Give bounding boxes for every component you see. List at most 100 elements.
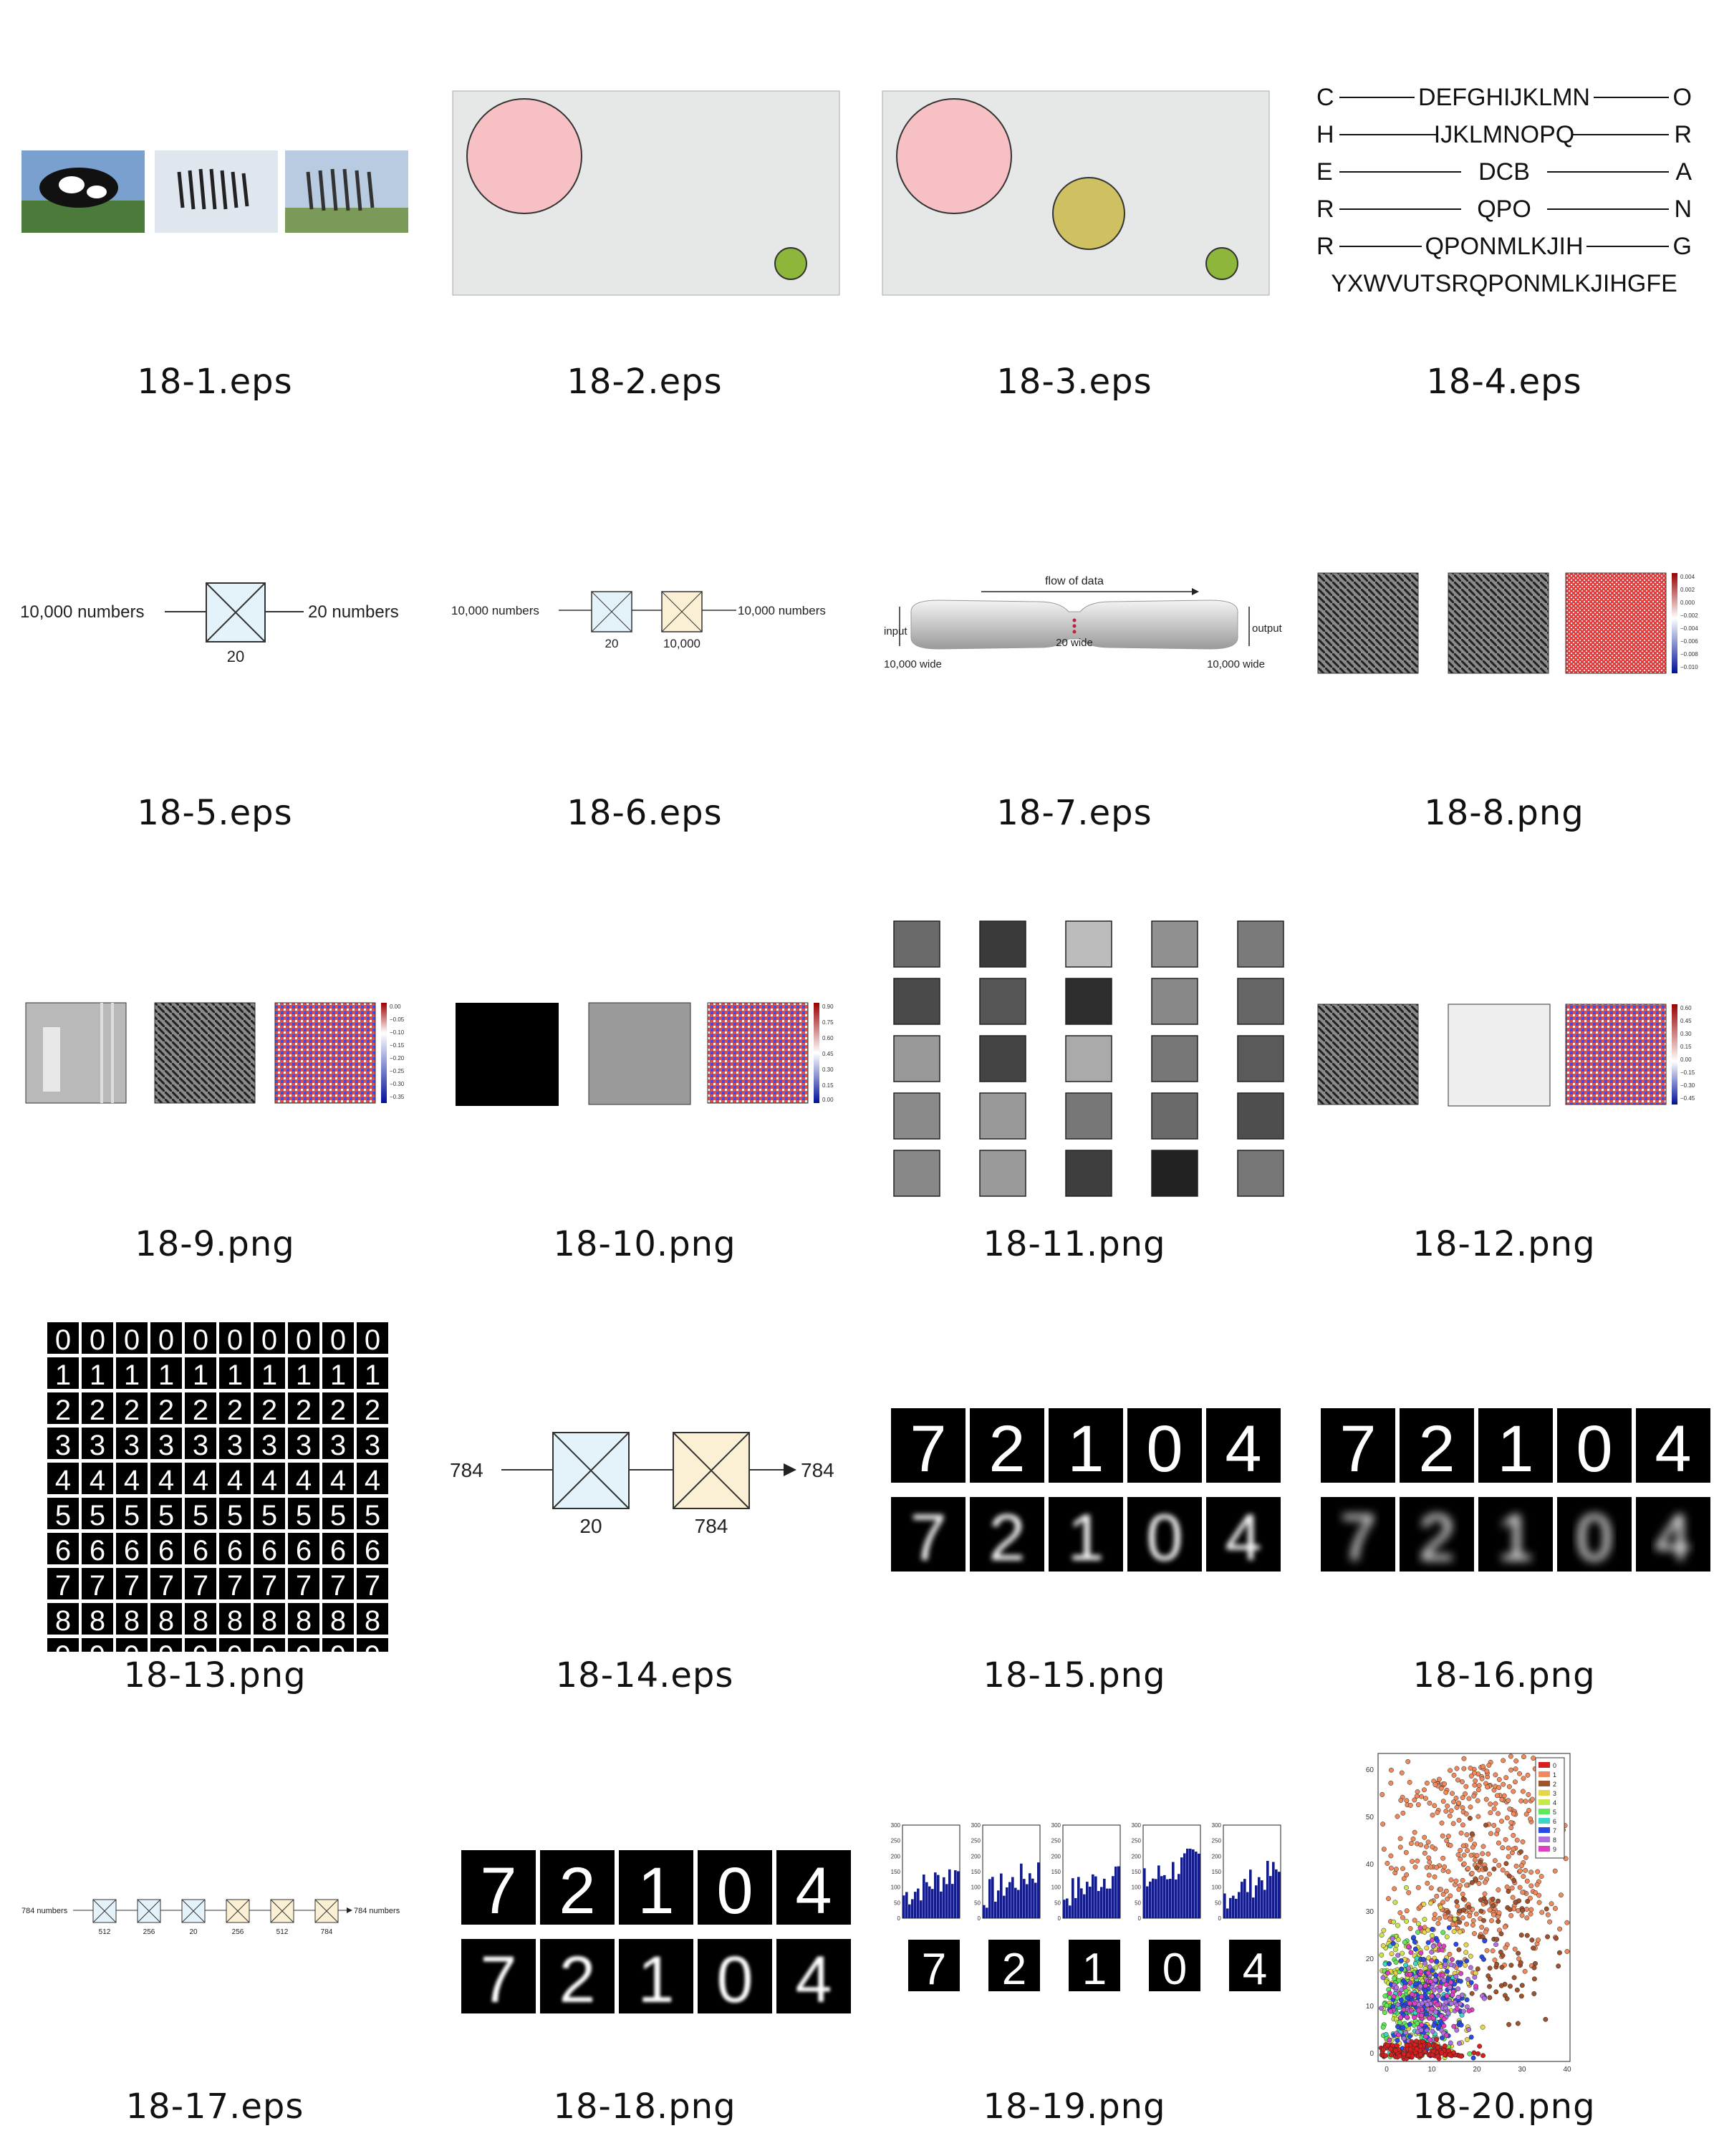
scatter-point (1443, 1888, 1449, 1894)
digit-tile (357, 1322, 388, 1354)
histogram-bar (1026, 1884, 1029, 1918)
scatter-point (1399, 1966, 1405, 1972)
digit-glyph: 0 (296, 1324, 312, 1356)
scatter-point (1437, 1915, 1443, 1921)
histogram-bar (1223, 1893, 1226, 1918)
scatter-point (1429, 1993, 1435, 1999)
scatter-point (1558, 1892, 1564, 1898)
digit-reconstructions: 7 72 21 10 04 4 (891, 1408, 1281, 1574)
scatter-point (1397, 2053, 1402, 2059)
histogram-bar (1246, 1892, 1249, 1918)
digit-glyph: 2 (158, 1395, 174, 1426)
figure-caption: 18-6.eps (567, 793, 723, 833)
scatter-point (1398, 1958, 1404, 1963)
scatter-point (1556, 1950, 1562, 1955)
colorbar-tick: −0.30 (1680, 1082, 1695, 1089)
chain-right: O (1673, 84, 1692, 111)
figure-caption: 18-15.png (983, 1655, 1166, 1695)
legend-label: 1 (1553, 1771, 1556, 1779)
digit-glyph: 5 (158, 1500, 174, 1531)
figure-caption: 18-9.png (135, 1224, 295, 1264)
scatter-point (1435, 1920, 1441, 1926)
image-patch (1151, 920, 1198, 968)
digit-glyph: 1 (90, 1359, 105, 1391)
chain-left: C (1316, 84, 1334, 111)
digit-tile (1400, 1408, 1474, 1483)
scatter-point (1443, 1982, 1449, 1988)
digit-tile (219, 1428, 251, 1459)
scatter-point (1392, 1947, 1398, 1953)
scatter-point (1403, 2030, 1408, 2036)
scatter-point (1483, 1822, 1488, 1828)
digit-glyph: 1 (1497, 1501, 1533, 1574)
digit-tile (322, 1603, 354, 1635)
digit-glyph: 4 (261, 1465, 277, 1496)
digit-glyph: 7 (910, 1413, 946, 1486)
scatter-point (1390, 1940, 1396, 1946)
digit-glyph: 0 (227, 1324, 243, 1356)
scatter-point (1443, 1809, 1449, 1814)
scatter-point (1507, 1806, 1513, 1812)
digit-glyph: 7 (480, 1943, 516, 2016)
scatter-point (1493, 1942, 1499, 1948)
scatter-point (1447, 1984, 1453, 1990)
digit-glyph: 1 (296, 1359, 312, 1391)
scatter-point (1469, 1831, 1475, 1837)
digit-glyph: 7 (158, 1570, 174, 1602)
scatter-point (1490, 1896, 1496, 1902)
scatter-point (1508, 1963, 1514, 1968)
figure-caption: 18-19.png (983, 2087, 1166, 2127)
scatter-point (1406, 1965, 1411, 1971)
scatter-point (1421, 1902, 1427, 1907)
scatter-point (1509, 1885, 1515, 1891)
digit-glyph: 4 (1225, 1413, 1261, 1486)
width-label-right: 10,000 wide (1207, 658, 1265, 670)
digit-glyph: 4 (1655, 1413, 1691, 1486)
digit-glyph: 9 (365, 1640, 380, 1652)
scatter-point (1418, 1842, 1424, 1848)
legend-swatch (1539, 1771, 1550, 1777)
scatter-point (1417, 2052, 1423, 2058)
scatter-point (1468, 1804, 1473, 1810)
digit-tile (47, 1533, 79, 1564)
scatter-point (1464, 1882, 1470, 1888)
figure-18-5: 10,000 numbers 20 numbers 20 18-5.eps (0, 431, 430, 862)
scatter-point (1418, 1950, 1424, 1956)
digit-tile (357, 1392, 388, 1424)
histogram-bar (1149, 1881, 1152, 1918)
histogram-bar (1020, 1863, 1023, 1918)
histogram-bar (943, 1877, 945, 1918)
scatter-point (1496, 1919, 1501, 1924)
scatter-point (1416, 2008, 1422, 2013)
scatter-point (1379, 1933, 1385, 1938)
scatter-point (1444, 1934, 1450, 1940)
scatter-point (1441, 1943, 1447, 1949)
scatter-point (1417, 1925, 1423, 1930)
histogram-bar (951, 1884, 954, 1918)
legend-swatch (1539, 1790, 1550, 1796)
scatter-point (1400, 1810, 1406, 1816)
scatter-point (1564, 1920, 1570, 1925)
scatter-point (1391, 1993, 1397, 1999)
scatter-point (1514, 1987, 1520, 1993)
digit-tile (82, 1638, 113, 1652)
digit-glyph: 9 (55, 1640, 71, 1652)
scatter-point (1407, 2046, 1413, 2052)
scatter-point (1430, 2016, 1436, 2021)
digit-tile (116, 1428, 148, 1459)
scatter-point (1425, 2002, 1430, 2008)
histogram-bar (920, 1900, 923, 1918)
digit-tile (47, 1568, 79, 1599)
scatter-point (1438, 1984, 1443, 1989)
histogram-bar (1008, 1882, 1011, 1918)
scatter-point (1494, 1961, 1500, 1967)
scatter-point (1436, 1776, 1442, 1782)
digit-glyph: 2 (1418, 1413, 1455, 1486)
colorbar-tick: 0.15 (1680, 1044, 1692, 1050)
scatter-point (1502, 1924, 1508, 1930)
histogram-tick: 0 (1058, 1915, 1061, 1922)
scatter-point (1428, 1978, 1434, 1984)
scatter-point (1441, 1978, 1447, 1983)
scatter-point (1508, 1825, 1514, 1831)
